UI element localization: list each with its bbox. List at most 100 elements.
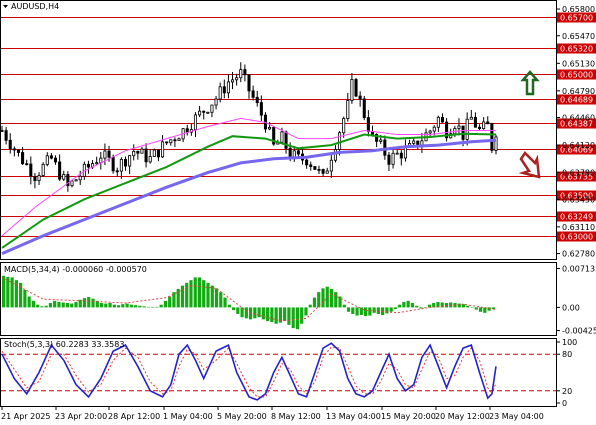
time-tick-label: 1 May 04:00 (163, 412, 213, 421)
macd-bar (27, 296, 31, 308)
macd-bar (359, 307, 363, 316)
candle-body (161, 141, 165, 158)
candle-body (58, 161, 62, 180)
level-label-box (557, 69, 596, 80)
macd-bar (419, 307, 423, 309)
candle-body (70, 180, 74, 187)
candle-body (268, 127, 272, 130)
level-label-box (557, 171, 596, 182)
candle-body (235, 77, 239, 81)
macd-bar (146, 306, 150, 308)
macd-bar (466, 305, 470, 308)
candle-body (440, 116, 445, 123)
macd-bar (423, 307, 427, 308)
macd-bar (461, 304, 466, 308)
time-tick-label: 5 May 20:00 (217, 412, 267, 421)
candlesticks (0, 62, 498, 192)
macd-bar (325, 286, 329, 308)
macd-bar (240, 307, 244, 318)
macd-bar (14, 280, 18, 308)
candle-body (494, 136, 498, 151)
candle-body (0, 130, 4, 132)
macd-bar (487, 307, 491, 311)
macd-bar (304, 307, 308, 316)
macd-bar (2, 275, 6, 308)
macd-bar (125, 303, 129, 308)
macd-bar (189, 280, 193, 308)
candle-body (214, 98, 218, 106)
macd-bar (163, 300, 168, 308)
macd-bar (159, 304, 163, 308)
candle-body (482, 121, 486, 129)
macd-bar (219, 292, 223, 308)
macd-bar (172, 292, 176, 308)
macd-bar (19, 282, 23, 308)
macd-bar (342, 304, 346, 308)
macd-bar (346, 307, 351, 312)
candle-body (4, 130, 8, 141)
candle-body (107, 150, 111, 158)
ma-short-line (1, 117, 496, 237)
candle-body (272, 127, 276, 145)
macd-bar (134, 305, 138, 308)
macd-tick-label: -0.004258 (562, 327, 596, 336)
candle-body (387, 154, 391, 165)
macd-bar (266, 307, 270, 322)
level-label-box (557, 144, 596, 155)
candle-body (95, 162, 99, 165)
candle-body (239, 69, 243, 79)
candle-body (111, 156, 115, 172)
macd-bar (82, 298, 87, 308)
macd-bar (474, 307, 478, 310)
macd-bar (274, 307, 278, 324)
macd-tick-label: 0.00 (562, 303, 580, 312)
macd-bar (231, 307, 236, 311)
macd-bar (398, 304, 402, 308)
candle-body (152, 149, 156, 157)
price-tick-label: 0.62780 (562, 250, 595, 259)
candle-body (53, 157, 58, 163)
candle-body (25, 163, 29, 166)
macd-bar (368, 307, 372, 316)
candle-body (74, 179, 78, 182)
candle-body (346, 100, 350, 119)
time-tick-label: 28 Apr 12:00 (108, 412, 160, 421)
stoch-tick-label: 20 (562, 387, 572, 396)
level-label: 0.65320 (560, 45, 593, 54)
macd-bar (334, 292, 338, 308)
level-label: 0.63000 (560, 233, 593, 242)
macd-bar (457, 303, 461, 308)
candle-body (144, 148, 148, 163)
candle-body (399, 152, 403, 159)
candle-body (412, 140, 416, 144)
macd-bar (78, 299, 82, 308)
candle-body (66, 174, 70, 187)
down-arrow-icon (518, 151, 541, 179)
price-axis: 0.65800 0.65470 0.65130 0.64790 0.64460 0.641… (556, 5, 595, 259)
candle-body (354, 79, 358, 97)
macd-bar (491, 307, 495, 310)
macd-bar (432, 303, 436, 308)
macd-bar (112, 304, 116, 308)
macd-bar (36, 304, 40, 308)
candle-body (465, 118, 469, 140)
candle-body (383, 139, 387, 156)
candle-body (173, 139, 177, 142)
macd-bar (142, 306, 146, 308)
macd-bar (329, 288, 334, 308)
macd-tick-label: 0.007135 (562, 265, 596, 274)
candle-body (226, 81, 230, 94)
time-axis: 21 Apr 2025 23 Apr 20:00 28 Apr 12:00 1 May… (1, 406, 544, 421)
macd-bar (244, 307, 248, 319)
candle-body (403, 146, 407, 159)
candle-body (206, 111, 210, 114)
price-tick-label: 0.65470 (562, 32, 595, 41)
level-label: 0.64689 (560, 96, 593, 105)
moving-averages (1, 117, 497, 255)
macd-bar (91, 298, 95, 308)
macd-bar (389, 307, 393, 312)
macd-bar (440, 302, 444, 308)
stoch-tick-label: 80 (562, 350, 572, 359)
macd-bar (176, 288, 180, 308)
